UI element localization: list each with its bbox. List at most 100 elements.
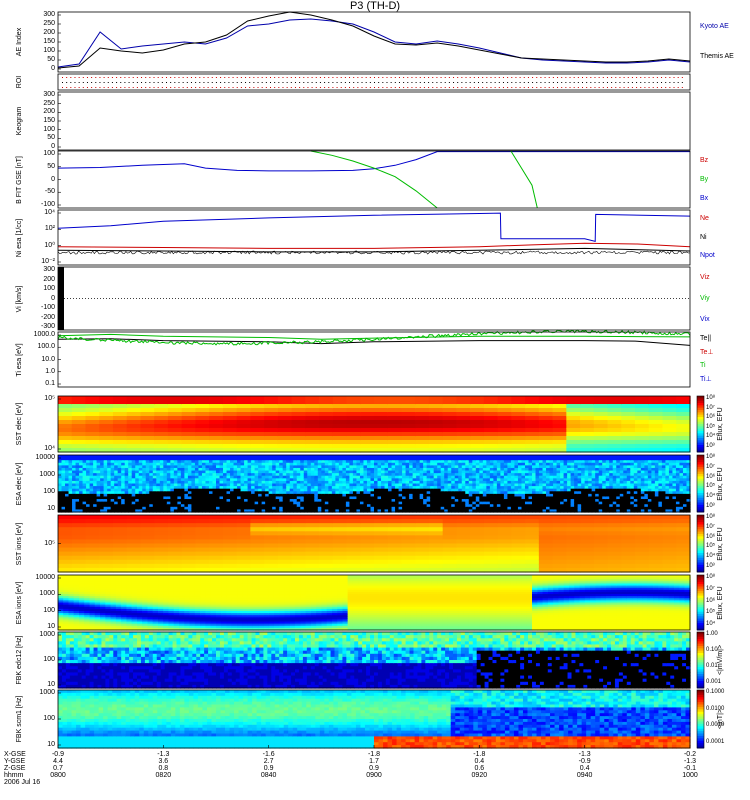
- esa-elec-spectrogram-cell: [198, 480, 203, 485]
- sst-ion-spectrogram-cell: [85, 535, 100, 541]
- esa-elec-spectrogram-cell: [173, 465, 178, 469]
- sst-ion-spectrogram-cell: [346, 519, 361, 524]
- esa-elec-spectrogram-cell: [395, 460, 400, 464]
- esa-elec-spectrogram-cell: [149, 506, 154, 511]
- sst-elec-spectrogram-cell: [676, 432, 691, 437]
- esa-elec-spectrogram-cell: [489, 480, 494, 485]
- esa-elec-spectrogram-cell: [314, 457, 319, 461]
- esa-elec-spectrogram-cell: [152, 475, 157, 479]
- esa-elec-spectrogram-cell: [86, 483, 91, 487]
- esa-elec-spectrogram-cell: [289, 499, 294, 503]
- sst-ion-spectrogram-cell: [387, 555, 403, 561]
- esa-elec-spectrogram-cell: [419, 465, 424, 469]
- esa-elec-spectrogram-cell: [535, 455, 540, 459]
- sst-elec-spectrogram-cell: [236, 420, 251, 425]
- esa-elec-spectrogram-cell: [363, 491, 368, 495]
- esa-elec-spectrogram-cell: [177, 475, 182, 479]
- sst-elec-spectrogram-cell: [250, 400, 265, 405]
- esa-elec-spectrogram-cell: [75, 460, 80, 464]
- esa-elec-spectrogram-cell: [539, 478, 544, 482]
- sst-ion-spectrogram-cell: [181, 539, 196, 545]
- esa-elec-spectrogram-cell: [216, 496, 221, 500]
- esa-elec-spectrogram-cell: [609, 470, 614, 474]
- esa-elec-spectrogram-cell: [124, 509, 129, 513]
- esa-elec-spectrogram-cell: [75, 483, 80, 487]
- esa-elec-spectrogram-cell: [237, 470, 242, 474]
- esa-elec-spectrogram-cell: [107, 457, 112, 461]
- esa-elec-spectrogram-cell: [163, 499, 168, 503]
- esa-elec-spectrogram-cell: [388, 506, 393, 511]
- sst-elec-spectrogram-cell: [648, 404, 664, 409]
- esa-elec-spectrogram-cell: [247, 478, 252, 482]
- esa-elec-spectrogram-cell: [356, 480, 361, 485]
- sst-elec-spectrogram-cell: [195, 444, 210, 449]
- sst-elec-spectrogram-cell: [264, 432, 279, 437]
- sst-elec-spectrogram-cell: [126, 400, 142, 405]
- esa-elec-spectrogram-cell: [310, 483, 315, 487]
- esa-elec-spectrogram-cell: [482, 480, 487, 485]
- esa-elec-spectrogram-cell: [282, 470, 287, 474]
- esa-elec-spectrogram-cell: [430, 462, 435, 466]
- esa-elec-spectrogram-cell: [517, 506, 523, 511]
- sst-elec-spectrogram-cell: [277, 444, 293, 449]
- sst-elec-spectrogram-cell: [442, 416, 458, 421]
- esa-elec-spectrogram-cell: [416, 493, 421, 498]
- esa-elec-spectrogram-cell: [223, 475, 228, 479]
- esa-elec-spectrogram-cell: [591, 460, 596, 464]
- esa-elec-spectrogram-cell: [328, 480, 333, 485]
- esa-elec-spectrogram-cell: [510, 506, 516, 511]
- esa-elec-spectrogram-cell: [556, 501, 561, 505]
- esa-elec-spectrogram-cell: [82, 465, 87, 469]
- esa-elec-spectrogram-cell: [395, 493, 400, 498]
- esa-elec-spectrogram-cell: [219, 467, 224, 472]
- esa-elec-spectrogram-cell: [194, 496, 200, 500]
- sst-ion-spectrogram-cell: [126, 547, 142, 553]
- esa-elec-spectrogram-cell: [514, 460, 519, 464]
- esa-elec-spectrogram-cell: [475, 488, 480, 492]
- esa-elec-spectrogram-cell: [549, 475, 554, 479]
- esa-elec-spectrogram-cell: [430, 478, 435, 482]
- esa-elec-spectrogram-cell: [216, 483, 221, 487]
- esa-elec-spectrogram-cell: [331, 499, 336, 503]
- sst-elec-spectrogram-cell: [415, 448, 430, 453]
- esa-elec-spectrogram-cell: [637, 486, 642, 490]
- esa-elec-spectrogram-cell: [61, 509, 66, 513]
- esa-elec-spectrogram-cell: [602, 483, 607, 487]
- esa-elec-spectrogram-cell: [156, 501, 161, 505]
- esa-elec-spectrogram-cell: [682, 480, 688, 485]
- esa-elec-spectrogram-cell: [307, 509, 312, 513]
- esa-elec-spectrogram-cell: [672, 504, 677, 508]
- esa-elec-spectrogram-cell: [240, 499, 245, 503]
- sst-elec-spectrogram-cell: [442, 404, 458, 409]
- esa-elec-spectrogram-cell: [131, 455, 136, 459]
- esa-elec-spectrogram-cell: [377, 473, 382, 477]
- esa-elec-spectrogram-cell: [458, 509, 463, 513]
- sst-ion-spectrogram-cell: [332, 519, 348, 524]
- esa-elec-spectrogram-cell: [61, 462, 66, 466]
- esa-elec-spectrogram-cell: [117, 475, 122, 479]
- esa-elec-spectrogram-cell: [180, 460, 185, 464]
- esa-elec-spectrogram-cell: [272, 470, 277, 474]
- esa-elec-spectrogram-cell: [254, 475, 259, 479]
- esa-elec-spectrogram-cell: [602, 488, 607, 492]
- esa-elec-spectrogram-cell: [402, 499, 407, 503]
- esa-elec-spectrogram-cell: [173, 475, 178, 479]
- esa-elec-spectrogram-cell: [187, 475, 193, 479]
- esa-elec-spectrogram-cell: [668, 480, 674, 485]
- esa-elec-spectrogram-cell: [475, 493, 480, 498]
- esa-elec-spectrogram-cell: [293, 488, 298, 492]
- sst-elec-spectrogram-cell: [607, 428, 622, 433]
- esa-elec-spectrogram-cell: [553, 470, 558, 474]
- sst-ion-spectrogram-cell: [209, 555, 224, 561]
- sst-ion-spectrogram-cell: [167, 563, 183, 569]
- esa-elec-spectrogram-cell: [177, 499, 182, 503]
- sst-ion-spectrogram-cell: [277, 555, 293, 561]
- esa-elec-spectrogram-cell: [275, 465, 280, 469]
- esa-elec-spectrogram-cell: [535, 475, 540, 479]
- esa-elec-spectrogram-cell: [233, 504, 238, 508]
- esa-elec-spectrogram-cell: [507, 470, 512, 474]
- esa-elec-spectrogram-cell: [331, 467, 336, 472]
- esa-elec-spectrogram-cell: [187, 457, 193, 461]
- esa-elec-spectrogram-cell: [637, 501, 642, 505]
- esa-elec-spectrogram-cell: [96, 460, 101, 464]
